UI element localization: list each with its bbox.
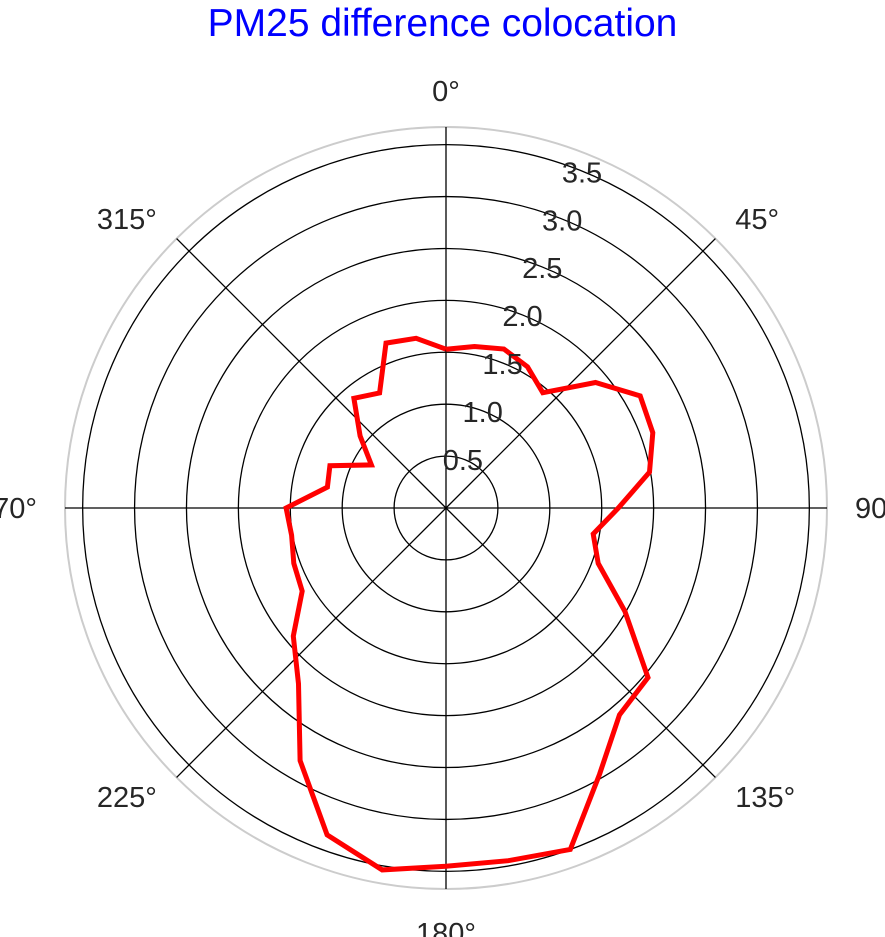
radial-tick-label: 1.0 — [463, 397, 503, 429]
angular-gridline — [445, 507, 716, 778]
grid-layer — [64, 126, 828, 890]
radial-tick-label: 0.5 — [443, 445, 483, 477]
angular-gridline — [445, 238, 716, 509]
series-layer — [283, 335, 656, 873]
radial-tick-label: 3.0 — [542, 205, 582, 237]
angle-tick-label: 225° — [97, 782, 157, 814]
radial-tick-label: 2.0 — [502, 301, 542, 333]
angle-tick-label: 135° — [735, 782, 795, 814]
angle-tick-label: 90° — [855, 493, 885, 525]
radial-tick-label: 3.5 — [562, 157, 602, 189]
label-layer: 0° 45° 90° 135° 180° 225° 270° 315° 0.5 1.0 1.5 2.0… — [0, 76, 885, 937]
angle-tick-label: 45° — [735, 204, 779, 236]
radial-tick-label: 2.5 — [522, 253, 562, 285]
angle-tick-label: 315° — [97, 204, 157, 236]
angle-tick-label: 0° — [432, 76, 460, 108]
series-line-0 — [283, 335, 656, 873]
chart-title: PM25 difference colocation — [207, 2, 678, 45]
angular-gridline — [176, 238, 447, 509]
angle-tick-label: 270° — [0, 493, 37, 525]
radial-tick-label: 1.5 — [482, 349, 522, 381]
angle-tick-label: 180° — [416, 918, 476, 937]
angular-gridline — [176, 507, 447, 778]
